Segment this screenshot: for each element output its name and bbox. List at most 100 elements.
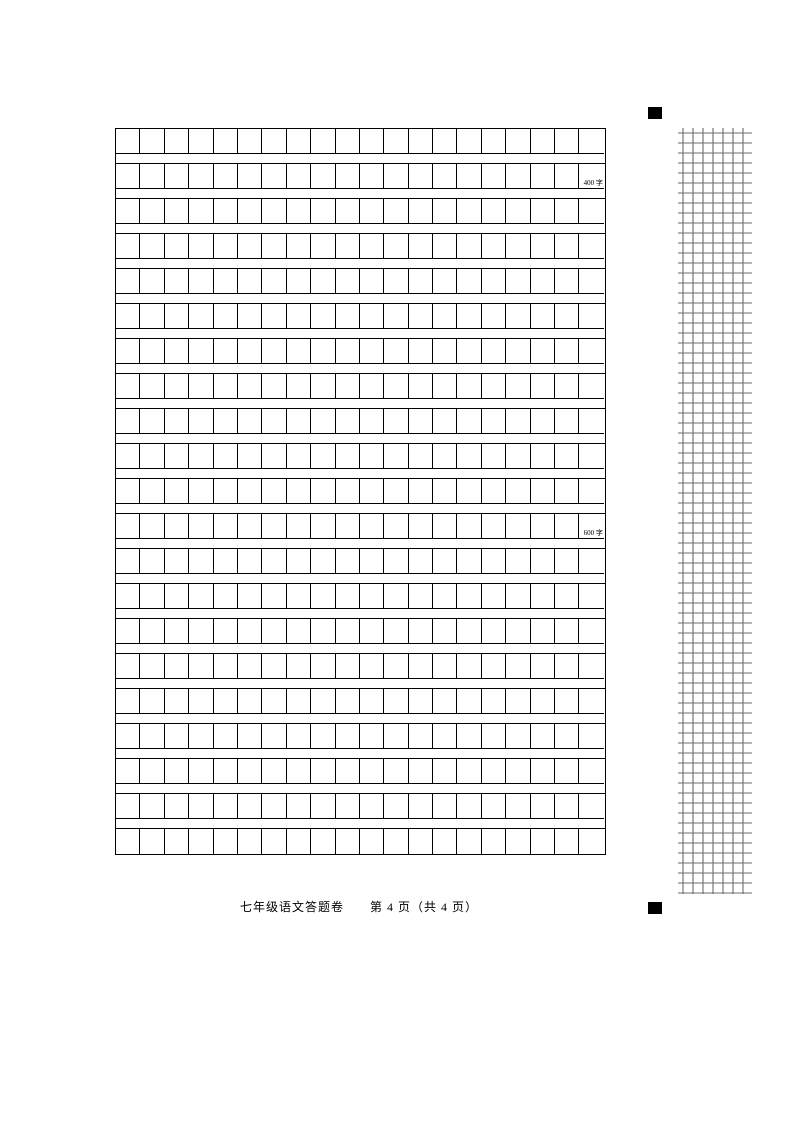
grid-cell bbox=[311, 829, 335, 854]
grid-row bbox=[116, 584, 605, 609]
grid-cell bbox=[189, 619, 213, 644]
grid-cell bbox=[165, 269, 189, 294]
grid-row bbox=[116, 759, 605, 784]
grid-cell bbox=[287, 759, 311, 784]
grid-cell bbox=[579, 724, 603, 749]
grid-cell bbox=[165, 514, 189, 539]
grid-cell bbox=[287, 689, 311, 714]
grid-cell bbox=[360, 164, 384, 189]
grid-cell bbox=[262, 584, 286, 609]
grid-cell bbox=[384, 514, 408, 539]
grid-cell bbox=[165, 374, 189, 399]
grid-cell bbox=[531, 374, 555, 399]
grid-cell bbox=[262, 479, 286, 504]
grid-cell bbox=[555, 689, 579, 714]
grid-cell bbox=[262, 654, 286, 679]
grid-cell bbox=[433, 689, 457, 714]
grid-cell bbox=[482, 164, 506, 189]
grid-cell bbox=[506, 269, 530, 294]
grid-cell bbox=[287, 339, 311, 364]
grid-cell bbox=[433, 584, 457, 609]
grid-cell bbox=[555, 269, 579, 294]
grid-cell bbox=[457, 794, 481, 819]
grid-cell bbox=[482, 304, 506, 329]
grid-cell bbox=[433, 724, 457, 749]
grid-cell bbox=[214, 619, 238, 644]
grid-cell bbox=[116, 129, 140, 154]
grid-gap-row bbox=[116, 154, 605, 164]
grid-cell bbox=[140, 339, 164, 364]
grid-cell bbox=[165, 129, 189, 154]
grid-cell bbox=[311, 269, 335, 294]
grid-cell bbox=[409, 269, 433, 294]
grid-cell bbox=[214, 164, 238, 189]
grid-cell bbox=[311, 409, 335, 434]
grid-cell bbox=[116, 339, 140, 364]
page-footer: 七年级语文答题卷 第 4 页（共 4 页） bbox=[115, 898, 603, 915]
grid-cell bbox=[384, 269, 408, 294]
grid-cell bbox=[189, 164, 213, 189]
grid-cell bbox=[287, 654, 311, 679]
grid-cell bbox=[531, 479, 555, 504]
grid-cell bbox=[165, 444, 189, 469]
grid-cell bbox=[457, 724, 481, 749]
grid-cell bbox=[165, 549, 189, 574]
grid-cell bbox=[384, 689, 408, 714]
grid-cell bbox=[287, 129, 311, 154]
grid-cell bbox=[189, 794, 213, 819]
grid-cell bbox=[189, 549, 213, 574]
grid-cell bbox=[238, 794, 262, 819]
grid-cell bbox=[214, 724, 238, 749]
grid-cell bbox=[238, 724, 262, 749]
grid-cell bbox=[579, 759, 603, 784]
grid-cell bbox=[482, 584, 506, 609]
grid-cell bbox=[579, 654, 603, 679]
grid-gap-row bbox=[116, 399, 605, 409]
grid-cell bbox=[384, 164, 408, 189]
grid-gap-row bbox=[116, 224, 605, 234]
grid-cell bbox=[555, 304, 579, 329]
grid-cell bbox=[409, 549, 433, 574]
grid-cell bbox=[506, 584, 530, 609]
grid-cell bbox=[214, 374, 238, 399]
grid-cell bbox=[262, 619, 286, 644]
grid-cell bbox=[262, 444, 286, 469]
grid-cell bbox=[506, 304, 530, 329]
grid-cell bbox=[506, 759, 530, 784]
grid-cell bbox=[531, 514, 555, 539]
grid-cell bbox=[214, 689, 238, 714]
grid-cell bbox=[555, 199, 579, 224]
grid-cell bbox=[555, 654, 579, 679]
grid-cell bbox=[336, 724, 360, 749]
grid-cell bbox=[165, 829, 189, 854]
grid-cell bbox=[482, 374, 506, 399]
grid-cell bbox=[189, 479, 213, 504]
grid-cell bbox=[555, 339, 579, 364]
grid-row bbox=[116, 794, 605, 819]
grid-row bbox=[116, 724, 605, 749]
grid-cell bbox=[116, 409, 140, 434]
grid-cell bbox=[531, 724, 555, 749]
grid-cell bbox=[116, 514, 140, 539]
grid-cell bbox=[214, 514, 238, 539]
grid-cell bbox=[189, 269, 213, 294]
grid-cell bbox=[311, 304, 335, 329]
grid-cell bbox=[433, 829, 457, 854]
grid-cell bbox=[336, 129, 360, 154]
grid-cell bbox=[116, 164, 140, 189]
grid-cell bbox=[433, 339, 457, 364]
grid-cell bbox=[287, 584, 311, 609]
grid-cell bbox=[336, 689, 360, 714]
grid-cell bbox=[506, 164, 530, 189]
grid-cell bbox=[336, 654, 360, 679]
grid-row: 400 字 bbox=[116, 164, 605, 189]
grid-cell bbox=[482, 339, 506, 364]
grid-cell bbox=[457, 374, 481, 399]
grid-cell bbox=[287, 164, 311, 189]
grid-cell bbox=[433, 619, 457, 644]
grid-cell bbox=[506, 199, 530, 224]
grid-cell bbox=[531, 409, 555, 434]
grid-cell bbox=[287, 724, 311, 749]
grid-cell bbox=[116, 654, 140, 679]
grid-cell bbox=[360, 514, 384, 539]
